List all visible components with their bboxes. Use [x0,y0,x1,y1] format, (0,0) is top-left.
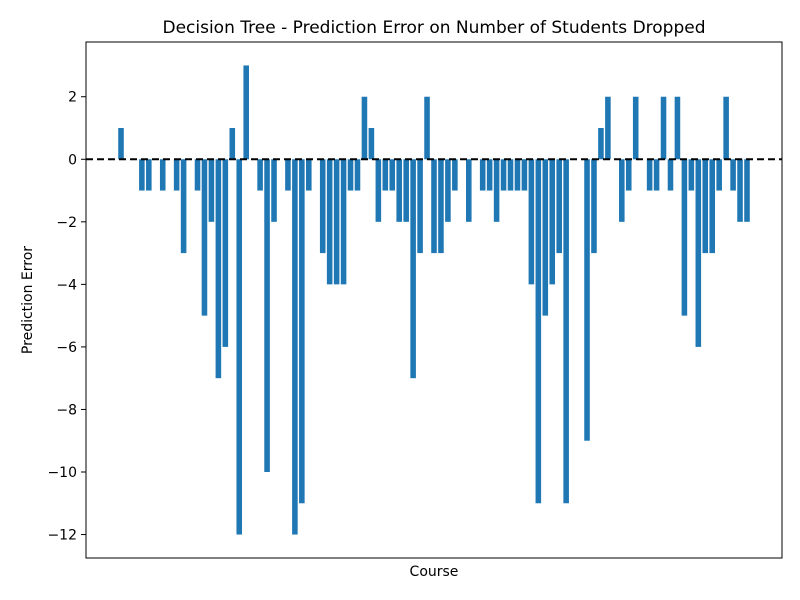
bar-37 [375,159,382,222]
bars-group [118,65,750,535]
bar-83 [695,159,702,347]
bar-50 [466,159,472,222]
bar-45 [431,159,437,254]
bar-53 [486,159,493,191]
bar-42 [410,159,416,379]
bar-76 [646,159,653,191]
bar-46 [438,159,444,254]
bar-58 [521,159,528,191]
bar-14 [215,159,222,379]
bar-38 [382,159,389,191]
bar-41 [403,159,409,222]
bar-44 [424,96,430,160]
bar-21 [264,159,270,472]
bar-84 [702,159,709,254]
bar-64 [563,159,569,504]
bar-4 [146,159,152,191]
bar-43 [417,159,423,254]
bar-31 [333,159,340,285]
bar-34 [354,159,361,191]
bar-25 [292,159,298,535]
bar-86 [716,159,722,191]
bar-78 [660,96,667,160]
bar-73 [625,159,632,191]
bar-48 [452,159,458,191]
bar-47 [445,159,451,222]
y-tick-label: −10 [47,465,77,481]
bar-77 [653,159,660,191]
bar-54 [493,159,500,222]
bar-26 [299,159,305,504]
bar-18 [243,65,249,160]
bar-63 [556,159,562,254]
bar-60 [535,159,542,504]
bar-67 [584,159,590,441]
bar-85 [709,159,715,254]
bar-22 [271,159,277,222]
bar-24 [285,159,291,191]
bar-82 [688,159,695,191]
bar-61 [542,159,549,316]
y-axis-label: Prediction Error [20,246,36,354]
bar-13 [208,159,215,222]
y-tick-label: 2 [68,90,77,106]
plot-frame [85,41,783,559]
bar-72 [619,159,625,222]
y-tick-label: −8 [56,402,77,418]
bar-29 [319,159,326,254]
bar-33 [347,159,354,191]
y-tick-label: −6 [56,340,77,356]
y-tick-label: 0 [68,152,77,168]
bar-3 [139,159,145,191]
bar-52 [479,159,486,191]
bar-35 [361,96,368,160]
y-tick-label: −12 [47,528,77,544]
bar-36 [368,128,375,160]
bar-88 [730,159,736,191]
y-tick-label: −2 [56,215,77,231]
bar-20 [257,159,263,191]
bar-12 [201,159,208,316]
bar-89 [737,159,743,222]
bar-59 [528,159,535,285]
bar-81 [681,159,688,316]
bar-15 [222,159,229,347]
bar-62 [549,159,556,285]
bar-11 [194,159,201,191]
bar-8 [173,159,180,191]
bar-87 [723,96,729,160]
bar-70 [605,96,611,160]
bar-55 [500,159,507,191]
bar-9 [180,159,187,254]
bar-32 [340,159,347,285]
bar-57 [514,159,521,191]
bar-74 [632,96,639,160]
bar-16 [229,128,236,160]
bar-39 [389,159,396,191]
bar-68 [591,159,597,254]
bar-17 [236,159,243,535]
x-axis-label: Course [410,564,459,580]
y-axis: 2 0 −2 −4 −6 −8 −10 −12 [47,90,86,544]
bar-90 [744,159,750,222]
bar-6 [159,159,166,191]
bar-79 [667,159,674,191]
bar-27 [306,159,312,191]
chart-title: Decision Tree - Prediction Error on Numb… [162,18,705,38]
bar-0 [118,128,124,160]
bar-56 [507,159,514,191]
bar-69 [598,128,604,160]
bar-40 [396,159,402,222]
bar-80 [674,96,681,160]
bar-30 [326,159,333,285]
y-tick-label: −4 [56,277,77,293]
